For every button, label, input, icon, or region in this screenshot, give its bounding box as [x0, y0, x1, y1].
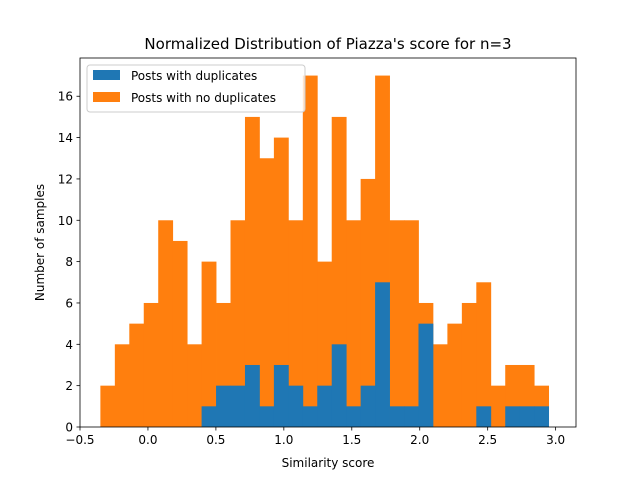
y-tick-label: 6	[65, 296, 73, 310]
bar-no-duplicates	[100, 385, 116, 427]
x-tick-label: 0.0	[138, 433, 157, 447]
duplicates-series	[201, 282, 550, 427]
bar-no-duplicates	[360, 178, 376, 427]
bar-no-duplicates	[432, 344, 448, 427]
x-tick-label: 1.0	[274, 433, 293, 447]
bar-no-duplicates	[201, 261, 217, 427]
bar-no-duplicates	[259, 158, 275, 427]
bar-duplicates	[216, 385, 231, 427]
bar-no-duplicates	[288, 220, 304, 427]
bar-no-duplicates	[447, 323, 463, 427]
y-tick-label: 16	[58, 90, 73, 104]
bar-duplicates	[273, 364, 289, 427]
legend-swatch-duplicates	[93, 70, 120, 80]
bar-duplicates	[375, 282, 390, 427]
x-tick-label: 3.0	[546, 433, 565, 447]
bar-no-duplicates	[476, 282, 492, 427]
bar-no-duplicates	[317, 261, 333, 427]
y-tick-label: 10	[58, 214, 73, 228]
bar-duplicates	[302, 406, 318, 427]
y-tick-label: 12	[58, 172, 73, 186]
bar-duplicates	[404, 406, 419, 427]
bar-no-duplicates	[244, 116, 260, 428]
bar-duplicates	[534, 406, 550, 427]
bar-duplicates	[519, 406, 535, 427]
bar-no-duplicates	[273, 137, 289, 427]
legend-box	[86, 64, 306, 113]
y-tick-label: 4	[65, 338, 73, 352]
y-axis-ticks: 0 2 4 6 8 10 12 14 16	[58, 90, 80, 435]
bar-duplicates	[346, 406, 362, 427]
bar-no-duplicates	[114, 344, 130, 427]
bar-no-duplicates	[143, 302, 159, 427]
legend: Posts with duplicates Posts with no dupl…	[86, 64, 306, 113]
x-tick-label: 2.5	[478, 433, 497, 447]
bar-duplicates	[317, 385, 333, 427]
y-axis-label: Number of samples	[33, 184, 47, 301]
axes-frame	[79, 57, 577, 428]
bar-no-duplicates	[302, 75, 318, 427]
bar-duplicates	[360, 385, 376, 427]
bar-no-duplicates	[490, 385, 506, 427]
x-tick-label: −0.5	[65, 433, 94, 447]
bar-duplicates	[259, 406, 275, 427]
y-tick-label: 8	[65, 255, 73, 269]
y-tick-label: 14	[58, 131, 73, 145]
x-axis-ticks: −0.5 0.0 0.5 1.0 1.5 2.0 2.5 3.0	[65, 427, 565, 447]
bar-duplicates	[244, 364, 260, 427]
y-tick-label: 0	[65, 421, 73, 435]
no-duplicates-series	[100, 75, 550, 428]
x-tick-label: 0.5	[206, 433, 225, 447]
x-tick-label: 1.5	[342, 433, 361, 447]
bar-duplicates	[505, 406, 521, 427]
bar-no-duplicates	[230, 220, 246, 427]
bar-no-duplicates	[172, 240, 188, 427]
chart-title: Normalized Distribution of Piazza's scor…	[144, 35, 511, 53]
bar-duplicates	[288, 385, 304, 427]
bar-duplicates	[331, 344, 347, 427]
bar-duplicates	[389, 406, 405, 427]
bar-no-duplicates	[129, 323, 145, 427]
bar-no-duplicates	[389, 220, 405, 427]
bar-duplicates	[418, 323, 434, 427]
x-tick-label: 2.0	[410, 433, 429, 447]
bar-duplicates	[230, 385, 246, 427]
bar-duplicates	[476, 406, 492, 427]
bar-no-duplicates	[404, 220, 419, 427]
bar-no-duplicates	[461, 302, 477, 427]
bar-duplicates	[201, 406, 217, 427]
bar-no-duplicates	[187, 344, 202, 427]
x-axis-label: Similarity score	[282, 456, 375, 470]
legend-label-duplicates: Posts with duplicates	[131, 69, 257, 83]
y-tick-label: 2	[65, 379, 73, 393]
bar-no-duplicates	[346, 220, 362, 427]
legend-label-no-duplicates: Posts with no duplicates	[131, 91, 276, 105]
legend-swatch-no-duplicates	[93, 92, 120, 102]
bar-no-duplicates	[158, 220, 174, 427]
plot-area	[100, 75, 550, 428]
